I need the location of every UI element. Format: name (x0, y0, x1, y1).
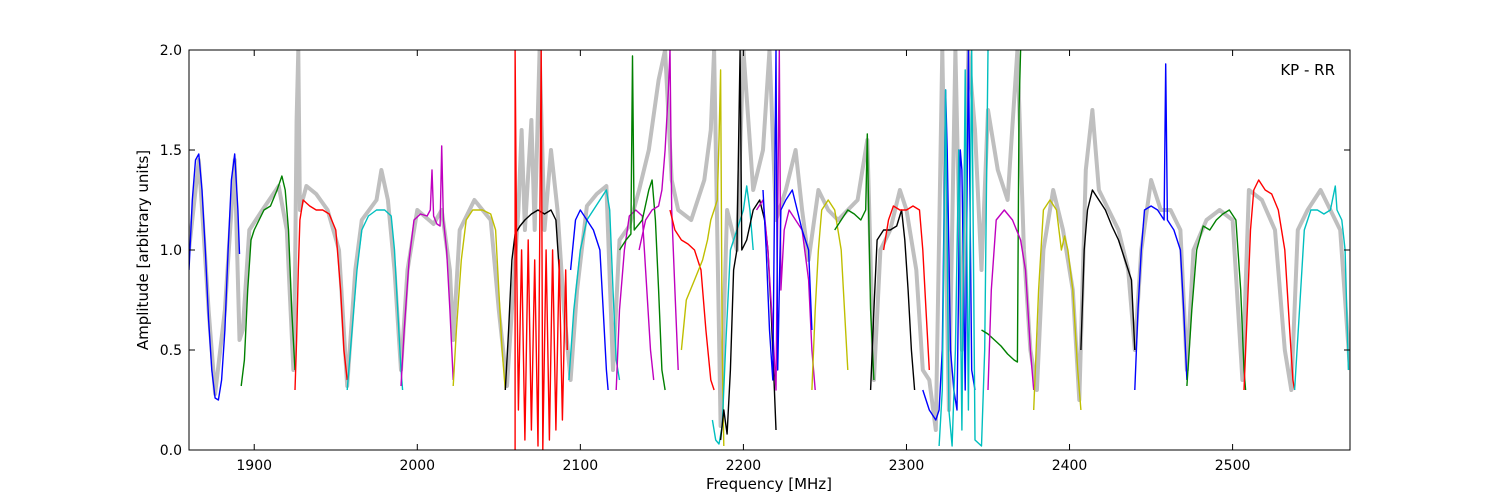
series-line-7 (504, 209, 560, 391)
series-line-33 (1293, 185, 1350, 391)
series-line-1 (189, 153, 241, 401)
ticks-layer: 1900 2000 2100 2200 2300 2400 2500 0.0 0.5 1.0 1.5… (160, 43, 1350, 474)
series-line-5 (400, 145, 454, 387)
series-line-27 (987, 209, 1035, 391)
series-line-10 (569, 209, 609, 391)
y-axis-title: Amplitude [arbitrary units] (134, 150, 152, 350)
series-line-16 (711, 185, 754, 445)
series-line-29 (1080, 189, 1136, 351)
y-tick-label: 0.0 (160, 443, 182, 459)
series-line-11 (615, 209, 655, 391)
plot-background (189, 50, 1350, 450)
series-line-23 (882, 205, 930, 371)
x-tick-label: 2400 (1052, 458, 1088, 474)
y-tick-label: 1.5 (160, 143, 182, 159)
y-tick-label: 0.5 (160, 343, 182, 359)
series-line-22 (869, 209, 916, 391)
series-layer (189, 50, 1350, 450)
x-tick-label: 2100 (563, 458, 599, 474)
x-axis-title: Frequency [MHz] (706, 475, 832, 493)
x-tick-label: 2200 (726, 458, 762, 474)
series-line-3 (294, 199, 348, 391)
x-tick-label: 2500 (1215, 458, 1251, 474)
series-line-8 (514, 50, 568, 450)
series-line-12 (618, 55, 666, 391)
series-line-31 (1186, 209, 1247, 391)
series-line-15 (680, 69, 725, 447)
series-line-20 (811, 199, 849, 391)
series-line-19 (762, 50, 813, 381)
x-tick-label: 2300 (889, 458, 925, 474)
series-line-25 (938, 50, 989, 447)
series-line-14 (669, 209, 715, 391)
series-line-28 (1033, 199, 1082, 411)
series-line-4 (346, 209, 404, 391)
y-tick-label: 2.0 (160, 43, 182, 59)
series-line-13 (638, 50, 679, 371)
series-line-21 (834, 133, 875, 381)
series-line-2 (240, 175, 296, 387)
series-line-6 (452, 209, 506, 391)
x-tick-label: 1900 (236, 458, 272, 474)
series-line-32 (1243, 179, 1296, 391)
y-tick-label: 1.0 (160, 243, 182, 259)
x-tick-label: 2000 (399, 458, 435, 474)
background-envelope-line (189, 50, 1350, 432)
annotation-label: KP - RR (1280, 61, 1335, 79)
series-line-18 (755, 50, 816, 391)
series-line-30 (1134, 63, 1188, 391)
series-line-9 (568, 189, 621, 381)
